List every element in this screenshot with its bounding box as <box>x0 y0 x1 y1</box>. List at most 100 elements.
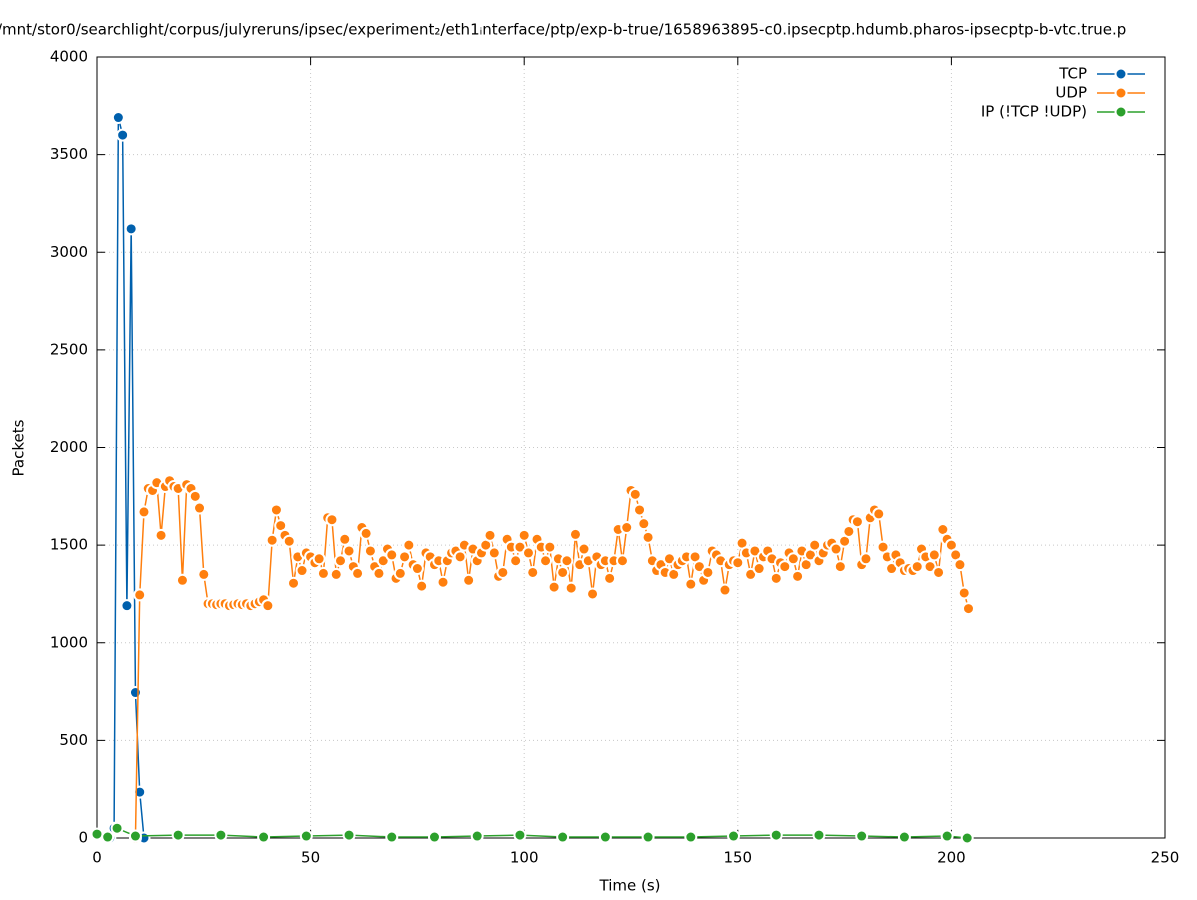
data-point <box>470 829 484 843</box>
legend-marker <box>1114 105 1128 119</box>
y-tick-label: 2500 <box>50 340 88 358</box>
data-point <box>855 829 869 843</box>
data-point <box>376 554 390 568</box>
y-tick-label: 1500 <box>50 536 88 554</box>
x-tick-label: 250 <box>1151 849 1180 867</box>
data-point <box>628 487 642 501</box>
data-point <box>410 562 424 576</box>
data-point <box>641 830 655 844</box>
data-point <box>778 560 792 574</box>
data-point <box>727 829 741 843</box>
data-point <box>359 526 373 540</box>
data-point <box>175 573 189 587</box>
data-point <box>101 830 115 844</box>
data-point <box>731 556 745 570</box>
y-tick-label: 4000 <box>50 48 88 66</box>
data-point <box>496 565 510 579</box>
data-point <box>539 554 553 568</box>
x-tick-label: 200 <box>937 849 966 867</box>
chart-title: /mnt/stor0/searchlight/corpus/julyreruns… <box>0 21 1126 39</box>
data-point <box>462 573 476 587</box>
data-point <box>261 599 275 613</box>
data-point <box>312 552 326 566</box>
data-point <box>769 571 783 585</box>
legend-label: TCP <box>1058 65 1087 83</box>
data-point <box>833 560 847 574</box>
plot-border <box>96 56 1166 839</box>
data-point <box>171 828 185 842</box>
data-point <box>662 552 676 566</box>
data-point <box>436 575 450 589</box>
data-point <box>872 507 886 521</box>
data-point <box>521 546 535 560</box>
data-point <box>299 829 313 843</box>
data-point <box>543 540 557 554</box>
data-point <box>692 560 706 574</box>
data-point <box>269 503 283 517</box>
data-point <box>718 583 732 597</box>
data-point <box>556 565 570 579</box>
legend-label: IP (!TCP !UDP) <box>981 103 1087 121</box>
y-tick-label: 500 <box>59 731 88 749</box>
x-tick-label: 50 <box>301 849 320 867</box>
data-point <box>372 566 386 580</box>
data-point <box>701 565 715 579</box>
y-tick-label: 0 <box>78 829 88 847</box>
data-point <box>932 565 946 579</box>
data-point <box>110 821 124 835</box>
y-tick-label: 1000 <box>50 633 88 651</box>
legend-marker <box>1114 86 1128 100</box>
data-point <box>752 562 766 576</box>
data-point <box>188 489 202 503</box>
data-point <box>829 542 843 556</box>
data-point <box>483 528 497 542</box>
data-point <box>133 588 147 602</box>
data-point <box>325 513 339 527</box>
data-point <box>615 554 629 568</box>
data-point <box>111 111 125 125</box>
data-point <box>509 554 523 568</box>
data-point <box>402 538 416 552</box>
data-point <box>90 827 104 841</box>
data-point <box>560 554 574 568</box>
data-point <box>282 534 296 548</box>
data-point <box>316 566 330 580</box>
data-point <box>342 828 356 842</box>
data-point <box>334 554 348 568</box>
data-point <box>684 830 698 844</box>
data-point <box>128 686 142 700</box>
y-tick-label: 3000 <box>50 243 88 261</box>
data-point <box>453 550 467 564</box>
data-point <box>568 527 582 541</box>
data-point <box>603 571 617 585</box>
data-point <box>850 515 864 529</box>
data-point <box>120 599 134 613</box>
data-point <box>641 530 655 544</box>
data-point <box>859 552 873 566</box>
x-tick-label: 100 <box>510 849 539 867</box>
data-point <box>960 831 974 845</box>
data-point <box>808 538 822 552</box>
data-point <box>744 567 758 581</box>
data-point <box>124 222 138 236</box>
data-point <box>193 501 207 515</box>
data-point <box>842 524 856 538</box>
data-point <box>577 542 591 556</box>
y-tick-label: 3500 <box>50 145 88 163</box>
data-point <box>957 586 971 600</box>
data-point <box>513 828 527 842</box>
data-point <box>927 548 941 562</box>
data-point <box>385 830 399 844</box>
data-point <box>265 533 279 547</box>
data-point <box>564 581 578 595</box>
data-point <box>295 564 309 578</box>
data-point <box>385 548 399 562</box>
data-point <box>517 528 531 542</box>
data-point <box>329 567 343 581</box>
data-point <box>748 544 762 558</box>
legend-label: UDP <box>1055 84 1087 102</box>
data-point <box>128 829 142 843</box>
data-point <box>910 560 924 574</box>
